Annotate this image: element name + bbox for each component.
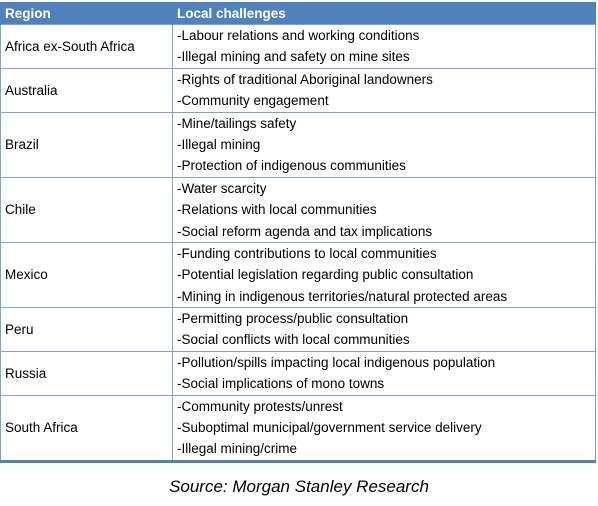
- region-cell: Brazil: [0, 111, 173, 178]
- challenge-line: -Permitting process/public consultation: [177, 311, 409, 327]
- source-note: Source: Morgan Stanley Research: [169, 477, 429, 496]
- table-row: South Africa -Community protests/unrest -S…: [0, 394, 596, 463]
- challenges-cell: -Community protests/unrest -Suboptimal mu…: [172, 394, 596, 463]
- table-row: Peru -Permitting process/public consultat…: [0, 307, 596, 352]
- challenges-cell: -Funding contributions to local communit…: [172, 241, 596, 309]
- region-cell: Africa ex-South Africa: [0, 24, 173, 69]
- region-cell: Peru: [0, 307, 173, 352]
- challenges-cell: -Pollution/spills impacting local indige…: [172, 350, 596, 396]
- challenge-line: -Funding contributions to local communit…: [177, 245, 437, 261]
- challenges-cell: -Water scarcity -Relations with local com…: [172, 176, 596, 243]
- challenge-line: -Illegal mining and safety on mine sites: [177, 49, 410, 65]
- table-row: Australia -Rights of traditional Aborigin…: [0, 67, 596, 113]
- table-row: Mexico -Funding contributions to local co…: [0, 241, 596, 309]
- table-row: Russia -Pollution/spills impacting local …: [0, 350, 596, 396]
- challenge-line: -Protection of indigenous communities: [177, 158, 406, 174]
- header-cell: Local challenges: [172, 2, 596, 25]
- challenge-line: -Water scarcity: [177, 180, 267, 196]
- challenge-line: -Mining in indigenous territories/natura…: [177, 288, 508, 304]
- challenge-line: -Suboptimal municipal/government service…: [177, 420, 482, 436]
- region-cell: South Africa: [0, 394, 173, 463]
- challenge-line: -Relations with local communities: [177, 202, 377, 218]
- region-cell: Australia: [0, 67, 173, 113]
- challenge-line: -Social reform agenda and tax implicatio…: [177, 223, 433, 239]
- challenge-line: -Community engagement: [177, 93, 329, 109]
- table-row: Africa ex-South Africa -Labour relations …: [0, 24, 596, 69]
- challenges-cell: -Rights of traditional Aboriginal landow…: [172, 67, 596, 113]
- table-row: Chile -Water scarcity -Relations with loca…: [0, 176, 596, 243]
- challenge-line: -Pollution/spills impacting local indige…: [177, 354, 496, 370]
- challenges-cell: -Permitting process/public consultation -…: [172, 307, 596, 352]
- challenge-line: -Mine/tailings safety: [177, 115, 297, 131]
- challenge-line: -Illegal mining: [177, 136, 261, 152]
- challenge-line: -Community protests/unrest: [177, 398, 343, 414]
- challenges-cell: -Mine/tailings safety -Illegal mining -Pro…: [172, 111, 596, 178]
- challenge-line: -Social conflicts with local communities: [177, 332, 410, 348]
- challenge-line: -Illegal mining/crime: [177, 441, 298, 457]
- header-row: Region Local challenges: [0, 2, 596, 25]
- region-cell: Chile: [0, 176, 173, 243]
- challenges-table: Region Local challenges Africa ex-South …: [0, 2, 596, 463]
- table-body: Africa ex-South Africa -Labour relations …: [0, 24, 596, 463]
- challenge-line: -Potential legislation regarding public …: [177, 267, 474, 283]
- table-row: Brazil -Mine/tailings safety -Illegal mini…: [0, 111, 596, 178]
- challenges-cell: -Labour relations and working conditions…: [172, 24, 596, 69]
- challenge-line: -Social implications of mono towns: [177, 376, 385, 392]
- header-cell: Region: [0, 2, 173, 25]
- challenge-line: -Rights of traditional Aboriginal landow…: [177, 71, 433, 87]
- region-cell: Mexico: [0, 241, 173, 309]
- region-cell: Russia: [0, 350, 173, 396]
- challenge-line: -Labour relations and working conditions: [177, 28, 420, 43]
